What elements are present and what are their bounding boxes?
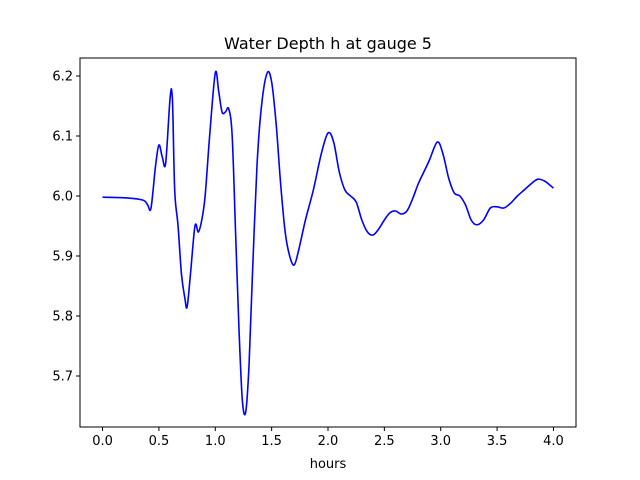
y-tick-label: 5.8 [52,310,73,325]
x-tick-label: 3.5 [487,434,508,449]
x-tick-label: 3.0 [430,434,451,449]
x-tick-label: 1.0 [205,434,226,449]
y-axis: 5.7 5.8 5.9 6.0 6.1 6.2 [52,70,80,385]
x-tick-label: 2.5 [374,434,395,449]
y-tick-label: 6.0 [52,190,73,205]
x-axis: 0.0 0.5 1.0 1.5 2.0 2.5 3.0 3.5 4.0 [92,427,564,449]
y-tick-label: 6.1 [52,130,73,145]
x-tick-label: 0.0 [92,434,113,449]
y-tick-label: 6.2 [52,70,73,85]
y-tick-label: 5.7 [52,370,73,385]
y-tick-label: 5.9 [52,250,73,265]
x-tick-label: 4.0 [543,434,564,449]
x-tick-label: 0.5 [149,434,170,449]
x-axis-label: hours [310,457,347,472]
chart-title: Water Depth h at gauge 5 [224,34,432,53]
x-tick-label: 2.0 [318,434,339,449]
plot-area [102,70,554,416]
x-tick-label: 1.5 [261,434,282,449]
series-line-0 [102,70,554,416]
